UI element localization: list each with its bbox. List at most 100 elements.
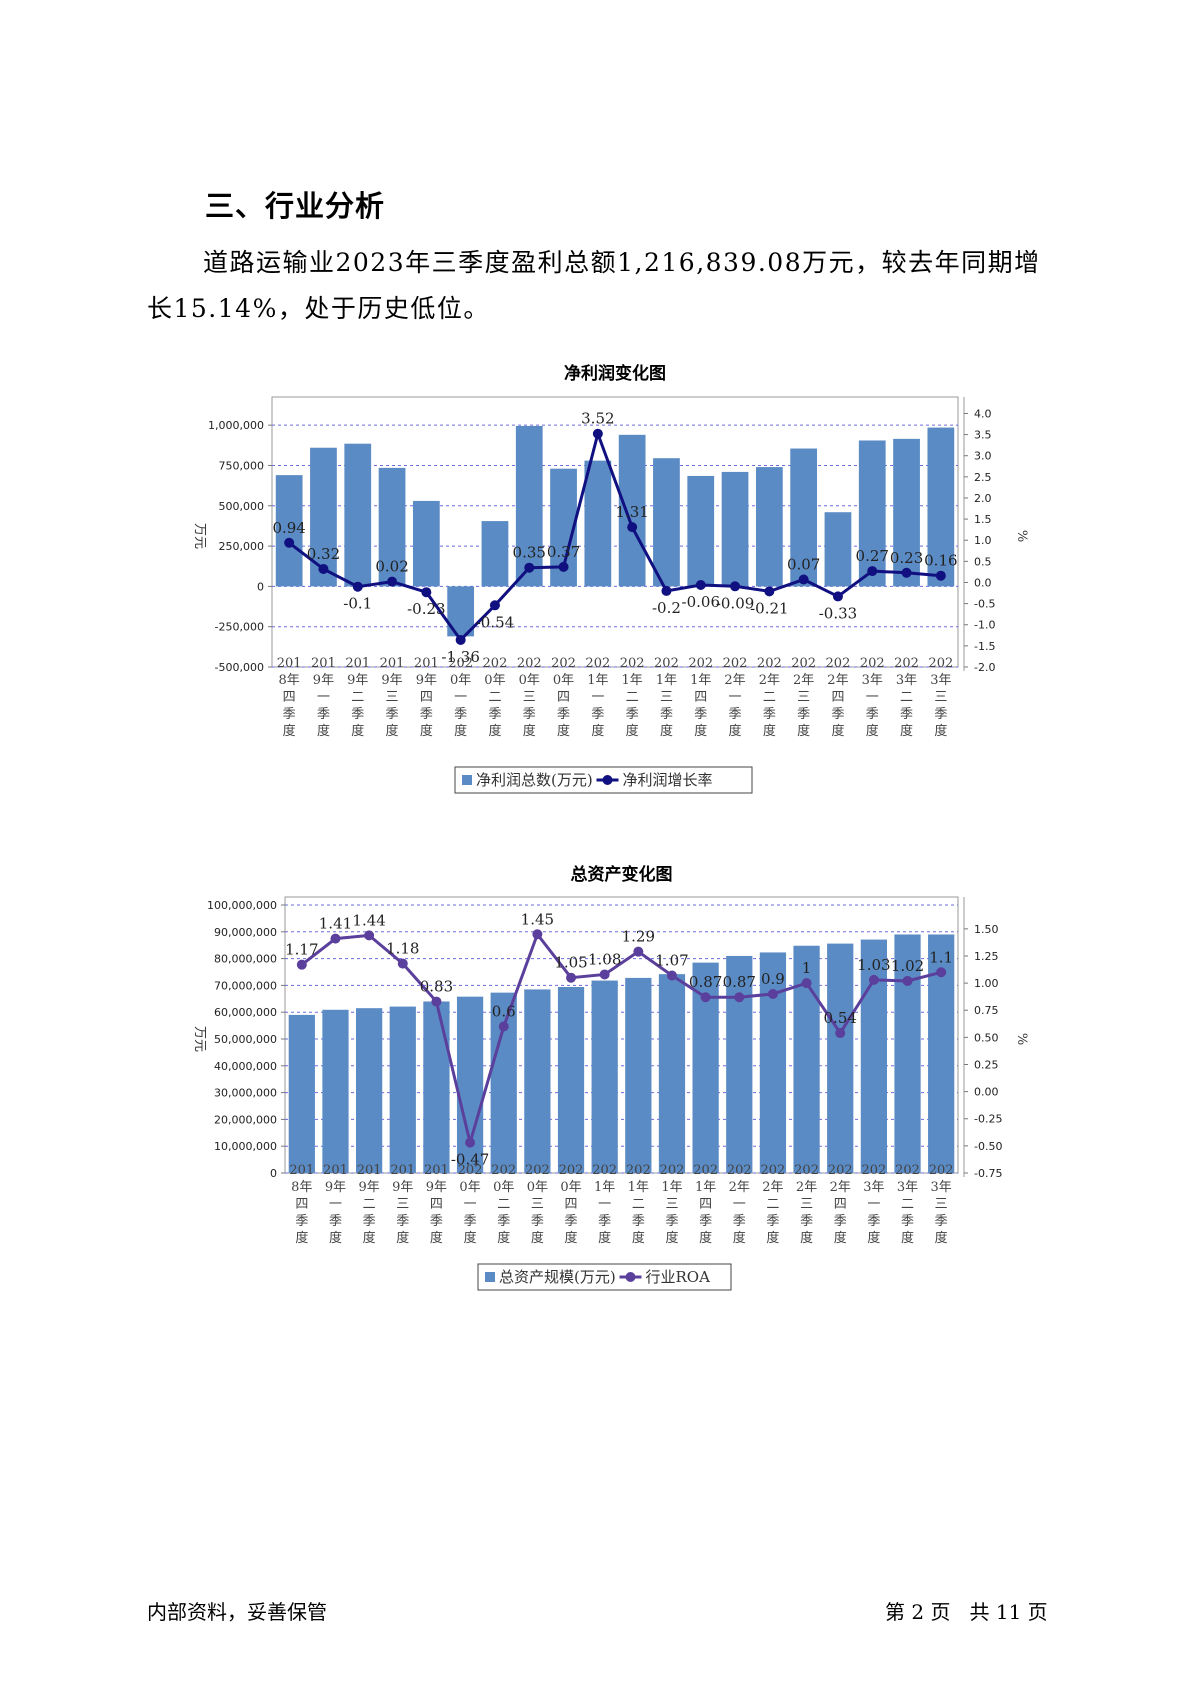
legend-line-marker [602,775,613,785]
x-tick-label: 四 [430,1197,443,1212]
x-tick-label: 201 [277,656,302,671]
bar [687,475,715,587]
x-tick-label: 三 [531,1197,544,1212]
x-tick-label: 季 [699,1214,712,1229]
x-tick-label: 季 [396,1214,409,1229]
data-label: 1 [802,959,812,977]
x-tick-label: 季 [488,707,501,722]
x-tick-label: 1年 [661,1180,682,1195]
bar [389,1006,416,1173]
bar [894,934,921,1173]
x-tick-label: 二 [766,1197,779,1212]
x-tick-label: 202 [929,1163,954,1178]
data-label: 0.32 [307,545,340,563]
x-tick-label: 二 [497,1197,510,1212]
x-tick-label: 度 [430,1230,443,1246]
x-tick-label: 1年 [690,673,711,688]
data-label: 3.52 [581,410,614,428]
x-tick-label: 三 [660,690,673,705]
data-label: 1.45 [521,910,554,928]
line-point [465,1137,476,1148]
legend-bar-label: 总资产规模(万元) [499,1268,616,1286]
x-tick-label: 季 [766,1214,779,1229]
y2-tick-label: 0.5 [974,555,992,568]
x-tick-label: 1年 [628,1180,649,1195]
x-tick-label: 202 [860,656,885,671]
x-tick-label: 201 [289,1163,314,1178]
x-tick-label: 度 [351,723,364,739]
line-point [387,576,398,587]
line-point [902,975,913,986]
line-point [599,969,610,980]
y2-tick-label: -0.5 [974,598,995,611]
y2-tick-label: 1.25 [974,950,999,963]
x-tick-label: 202 [525,1163,550,1178]
x-tick-label: 202 [757,656,782,671]
x-tick-label: 三 [523,690,536,705]
x-tick-label: 202 [654,656,679,671]
footer-confidential: 内部资料，妥善保管 [147,1600,327,1624]
x-tick-label: 8年 [279,673,300,688]
x-tick-label: 202 [791,656,816,671]
data-label: 0.07 [787,556,820,574]
x-tick-label: 9年 [325,1180,346,1195]
data-label: 1.29 [622,928,655,946]
x-tick-label: 201 [424,1163,449,1178]
data-label: 0.16 [924,552,957,570]
net-profit-chart: 净利润变化图 -500,000 -250,000 0 250,000 500,000 750… [0,355,1191,815]
data-label: 0.87 [723,973,756,991]
bar [893,438,920,587]
line-point [489,600,500,611]
y-tick-label: 0 [257,580,264,593]
x-tick-label: 0年 [553,673,574,688]
line-point [734,992,745,1003]
series-line [288,428,941,643]
y2-tick-label: 3.0 [974,450,992,463]
x-tick-label: 202 [660,1163,685,1178]
x-tick-label: 度 [386,723,399,739]
bar [423,1001,450,1173]
summary-paragraph: 道路运输业2023年三季度盈利总额1,216,839.08万元，较去年同期增长1… [147,248,1041,323]
x-tick-label: 202 [688,656,713,671]
line-point [801,978,812,989]
x-tick-label: 季 [665,1214,678,1229]
x-tick-label: 度 [934,723,947,739]
x-tick-label: 二 [488,690,501,705]
x-tick-label: 度 [329,1230,342,1246]
x-tick-label: 202 [458,1163,483,1178]
line-point [284,537,295,548]
data-label: 1.17 [285,941,318,959]
data-label: 1.41 [319,915,352,933]
x-tick-label: 三 [935,1197,948,1212]
line-point [798,574,809,585]
y-tick-label: 80,000,000 [214,953,277,966]
x-tick-label: 季 [329,1214,342,1229]
x-tick-label: 1年 [587,673,608,688]
line-point [558,561,569,572]
x-tick-label: 四 [699,1197,712,1212]
x-tick-label: 一 [867,1197,880,1212]
x-tick-label: 四 [831,690,844,705]
x-tick-label: 度 [694,723,707,739]
line-point [524,562,535,573]
x-tick-label: 0年 [459,1180,480,1195]
y2-tick-label: 3.5 [974,429,992,442]
total-assets-chart: 总资产变化图 0 10,000,000 20,000,000 30,000,000 40,… [0,855,1191,1315]
x-tick-label: 二 [901,1197,914,1212]
x-tick-label: 季 [900,707,913,722]
x-tick-label: 201 [357,1163,382,1178]
y-tick-label: 30,000,000 [214,1087,277,1100]
x-tick-label: 202 [826,656,851,671]
legend-box [477,1263,732,1291]
bar [860,939,887,1173]
data-label: -1.36 [441,648,479,666]
x-tick-label: 季 [800,1214,813,1229]
line-point [352,581,363,592]
bar [288,1014,315,1173]
x-tick-label: 度 [363,1230,376,1246]
x-tick-label: 度 [867,1230,880,1246]
y2-tick-label: 1.5 [974,513,992,526]
line-point [764,586,775,597]
line-point [633,946,644,957]
x-tick-label: 度 [626,723,639,739]
